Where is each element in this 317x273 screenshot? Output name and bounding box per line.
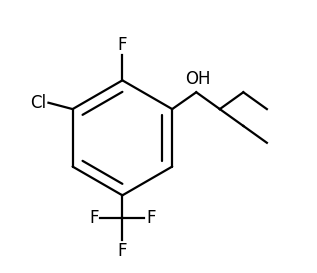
Text: Cl: Cl: [30, 94, 46, 112]
Text: F: F: [89, 209, 99, 227]
Text: F: F: [118, 35, 127, 54]
Text: F: F: [118, 242, 127, 260]
Text: F: F: [146, 209, 155, 227]
Text: OH: OH: [185, 70, 210, 88]
